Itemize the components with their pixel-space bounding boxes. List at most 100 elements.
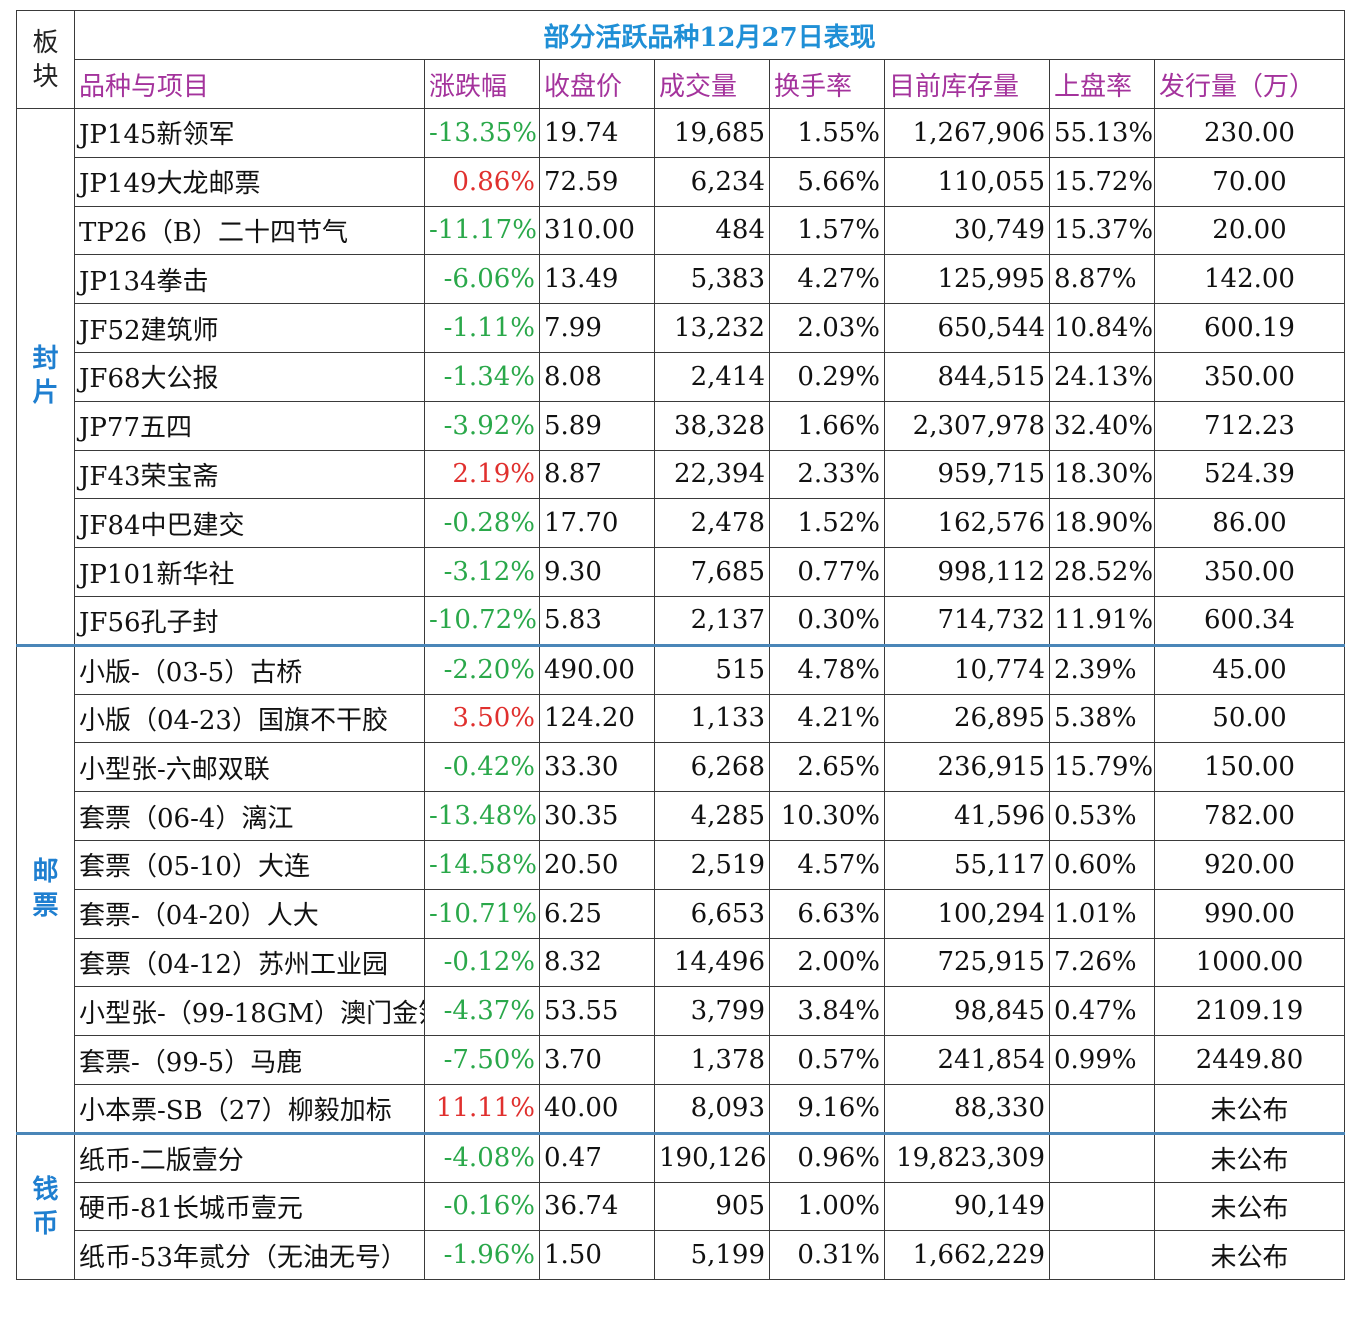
- cell-turnover: 4.78%: [769, 643, 885, 695]
- cell-change: -0.42%: [424, 742, 540, 793]
- cell-issue: 524.39: [1154, 449, 1345, 500]
- cell-turnover: 2.33%: [769, 449, 885, 500]
- cell-name: 纸币-二版壹分: [74, 1131, 425, 1183]
- table-row: JP149大龙邮票 0.86% 72.59 6,234 5.66% 110,055 15.7…: [17, 156, 1345, 207]
- cell-close-price: 490.00: [539, 643, 655, 695]
- cell-volume: 2,414: [654, 351, 770, 402]
- cell-listing-rate: 0.47%: [1049, 986, 1155, 1037]
- cell-turnover: 1.00%: [769, 1181, 885, 1232]
- cell-change: 2.19%: [424, 449, 540, 500]
- header-change: 涨跌幅: [424, 59, 540, 109]
- cell-volume: 13,232: [654, 303, 770, 353]
- cell-turnover: 2.65%: [769, 742, 885, 793]
- cell-stock: 125,995: [884, 254, 1050, 305]
- cell-issue: 1000.00: [1154, 937, 1345, 988]
- cell-name: 纸币-53年贰分（无油无号）: [74, 1230, 425, 1281]
- cell-issue: 712.23: [1154, 400, 1345, 451]
- cell-name: 小本票-SB（27）柳毅加标: [74, 1083, 425, 1134]
- cell-change: 11.11%: [424, 1083, 540, 1134]
- cell-volume: 6,653: [654, 888, 770, 939]
- cell-close-price: 19.74: [539, 108, 655, 158]
- cell-listing-rate: 2.39%: [1049, 643, 1155, 695]
- sector-label: 封片: [16, 108, 75, 646]
- header-name: 品种与项目: [74, 59, 425, 109]
- cell-stock: 55,117: [884, 839, 1050, 890]
- cell-listing-rate: [1049, 1131, 1155, 1183]
- cell-name: 套票（05-10）大连: [74, 839, 425, 890]
- cell-name: 小型张-（99-18GM）澳门金箔: [74, 986, 425, 1037]
- cell-name: JF43荣宝斋: [74, 449, 425, 500]
- cell-listing-rate: 11.91%: [1049, 595, 1155, 646]
- cell-listing-rate: 15.79%: [1049, 742, 1155, 793]
- cell-turnover: 1.66%: [769, 400, 885, 451]
- cell-close-price: 13.49: [539, 254, 655, 305]
- cell-stock: 650,544: [884, 303, 1050, 353]
- table-row: JP134拳击 -6.06% 13.49 5,383 4.27% 125,995 8.87%…: [17, 254, 1345, 305]
- cell-name: TP26（B）二十四节气: [74, 205, 425, 256]
- cell-listing-rate: [1049, 1230, 1155, 1281]
- cell-turnover: 0.30%: [769, 595, 885, 646]
- cell-change: 0.86%: [424, 156, 540, 207]
- cell-close-price: 310.00: [539, 205, 655, 256]
- cell-issue: 600.19: [1154, 303, 1345, 353]
- cell-close-price: 36.74: [539, 1181, 655, 1232]
- table-row: 硬币-81长城币壹元 -0.16% 36.74 905 1.00% 90,149 未公布: [17, 1181, 1345, 1232]
- cell-turnover: 4.57%: [769, 839, 885, 890]
- cell-listing-rate: 0.60%: [1049, 839, 1155, 890]
- table-row: JP101新华社 -3.12% 9.30 7,685 0.77% 998,112 28.52…: [17, 547, 1345, 597]
- cell-change: 3.50%: [424, 693, 540, 744]
- cell-volume: 22,394: [654, 449, 770, 500]
- cell-volume: 515: [654, 643, 770, 695]
- sector-corner-label: 板块: [16, 10, 75, 109]
- cell-change: -4.08%: [424, 1131, 540, 1183]
- cell-turnover: 2.03%: [769, 303, 885, 353]
- cell-issue: 20.00: [1154, 205, 1345, 256]
- cell-turnover: 1.55%: [769, 108, 885, 158]
- cell-stock: 714,732: [884, 595, 1050, 646]
- cell-stock: 241,854: [884, 1035, 1050, 1085]
- cell-volume: 4,285: [654, 791, 770, 841]
- cell-volume: 484: [654, 205, 770, 256]
- cell-stock: 19,823,309: [884, 1131, 1050, 1183]
- cell-name: JP77五四: [74, 400, 425, 451]
- cell-volume: 19,685: [654, 108, 770, 158]
- cell-stock: 26,895: [884, 693, 1050, 744]
- cell-turnover: 6.63%: [769, 888, 885, 939]
- table-row: 套票（04-12）苏州工业园 -0.12% 8.32 14,496 2.00% 725,9…: [17, 937, 1345, 988]
- table-row: 邮票 小版-（03-5）古桥 -2.20% 490.00 515 4.78% 10,774 2…: [16, 643, 1345, 1134]
- table-row: 套票-（99-5）马鹿 -7.50% 3.70 1,378 0.57% 241,854 0.…: [17, 1035, 1345, 1085]
- cell-issue: 86.00: [1154, 498, 1345, 549]
- cell-listing-rate: 0.53%: [1049, 791, 1155, 841]
- table-row: 套票-（04-20）人大 -10.71% 6.25 6,653 6.63% 100,294…: [17, 888, 1345, 939]
- cell-change: -1.96%: [424, 1230, 540, 1281]
- cell-turnover: 4.21%: [769, 693, 885, 744]
- cell-listing-rate: 7.26%: [1049, 937, 1155, 988]
- cell-name: 套票（04-12）苏州工业园: [74, 937, 425, 988]
- cell-stock: 98,845: [884, 986, 1050, 1037]
- cell-close-price: 5.83: [539, 595, 655, 646]
- sector-label: 钱币: [16, 1131, 75, 1281]
- cell-issue: 未公布: [1154, 1131, 1345, 1183]
- cell-issue: 未公布: [1154, 1181, 1345, 1232]
- cell-volume: 38,328: [654, 400, 770, 451]
- table-row: JF84中巴建交 -0.28% 17.70 2,478 1.52% 162,576 18.9…: [17, 498, 1345, 549]
- cell-close-price: 53.55: [539, 986, 655, 1037]
- cell-volume: 2,478: [654, 498, 770, 549]
- cell-name: 套票（06-4）漓江: [74, 791, 425, 841]
- table-row: JF56孔子封 -10.72% 5.83 2,137 0.30% 714,732 11.91…: [17, 595, 1345, 646]
- cell-listing-rate: 32.40%: [1049, 400, 1155, 451]
- cell-issue: 70.00: [1154, 156, 1345, 207]
- cell-stock: 2,307,978: [884, 400, 1050, 451]
- cell-issue: 230.00: [1154, 108, 1345, 158]
- cell-issue: 990.00: [1154, 888, 1345, 939]
- header-listing-rate: 上盘率: [1049, 59, 1155, 109]
- cell-name: 套票-（04-20）人大: [74, 888, 425, 939]
- cell-change: -6.06%: [424, 254, 540, 305]
- cell-name: 小版（04-23）国旗不干胶: [74, 693, 425, 744]
- cell-listing-rate: [1049, 1083, 1155, 1134]
- header-volume: 成交量: [654, 59, 770, 109]
- table-row: 小型张-（99-18GM）澳门金箔 -4.37% 53.55 3,799 3.84% 98…: [17, 986, 1345, 1037]
- cell-turnover: 1.52%: [769, 498, 885, 549]
- cell-issue: 920.00: [1154, 839, 1345, 890]
- cell-change: -1.11%: [424, 303, 540, 353]
